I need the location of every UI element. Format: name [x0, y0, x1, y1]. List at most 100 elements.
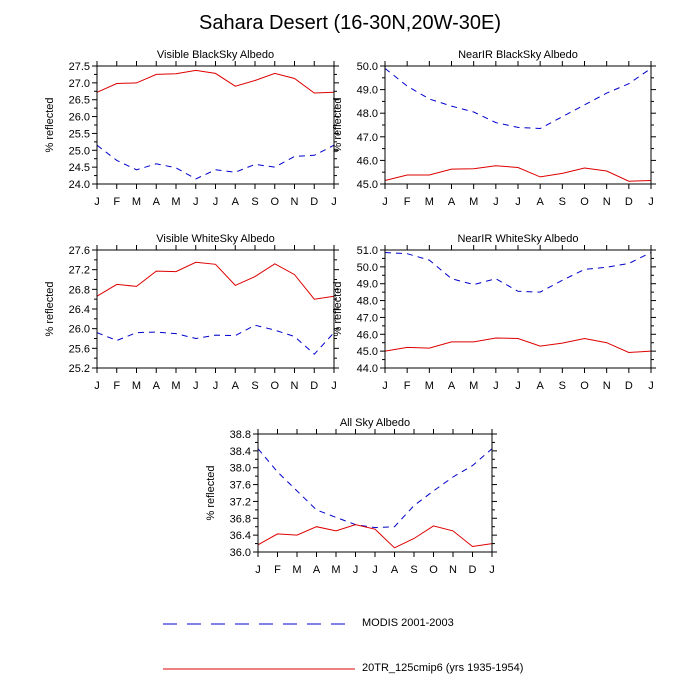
x-tick-label: J: [493, 196, 499, 208]
x-tick-label: M: [469, 380, 478, 392]
x-tick-label: F: [113, 196, 120, 208]
plot-frame: [96, 249, 335, 369]
x-tick-label: J: [382, 380, 388, 392]
x-tick-label: N: [603, 196, 611, 208]
series-line-modis: [257, 448, 493, 529]
x-tick-label: J: [193, 196, 199, 208]
x-tick-label: J: [515, 380, 521, 392]
y-axis-label: % reflected: [205, 465, 217, 520]
y-tick-label: 27.6: [69, 245, 90, 257]
y-tick-label: 24.5: [69, 162, 90, 174]
y-tick-label: 49.0: [357, 85, 378, 97]
x-tick-label: J: [331, 380, 337, 392]
x-tick-label: N: [291, 380, 299, 392]
x-tick-label: J: [213, 196, 219, 208]
y-tick-label: 48.0: [357, 296, 378, 308]
x-tick-label: J: [331, 196, 337, 208]
y-tick-label: 44.0: [357, 363, 378, 375]
y-tick-label: 50.0: [357, 61, 378, 73]
x-tick-label: A: [232, 196, 240, 208]
y-tick-label: 36.0: [230, 547, 251, 559]
y-tick-label: 25.6: [69, 343, 90, 355]
x-tick-label: M: [331, 564, 340, 576]
y-tick-label: 37.6: [230, 480, 251, 492]
x-tick-label: J: [255, 564, 261, 576]
y-tick-label: 47.0: [357, 132, 378, 144]
x-tick-label: J: [515, 196, 521, 208]
y-tick-label: 49.0: [357, 279, 378, 291]
x-tick-label: A: [536, 380, 544, 392]
y-tick-label: 50.0: [357, 262, 378, 274]
y-tick-label: 26.0: [69, 112, 90, 124]
x-tick-label: D: [625, 380, 633, 392]
x-tick-label: O: [270, 380, 279, 392]
x-tick-label: S: [251, 380, 258, 392]
panel-title: NearIR BlackSky Albedo: [458, 49, 578, 61]
x-tick-label: F: [113, 380, 120, 392]
x-tick-label: D: [625, 196, 633, 208]
y-tick-label: 27.5: [69, 61, 90, 73]
x-tick-label: O: [270, 196, 279, 208]
panel-title: Visible BlackSky Albedo: [157, 49, 274, 61]
y-tick-label: 26.4: [69, 304, 90, 316]
y-tick-label: 46.0: [357, 155, 378, 167]
y-tick-label: 51.0: [357, 245, 378, 257]
y-tick-label: 25.0: [69, 145, 90, 157]
x-tick-label: M: [171, 380, 180, 392]
series-line-modis: [384, 252, 652, 293]
panel-title: NearIR WhiteSky Albedo: [457, 233, 578, 245]
panel-title: All Sky Albedo: [340, 417, 410, 429]
x-tick-label: S: [251, 196, 258, 208]
x-tick-label: N: [449, 564, 457, 576]
x-tick-label: M: [171, 196, 180, 208]
y-tick-label: 26.0: [69, 324, 90, 336]
y-tick-label: 24.0: [69, 179, 90, 191]
x-tick-label: M: [469, 196, 478, 208]
y-tick-label: 37.2: [230, 496, 251, 508]
x-tick-label: A: [153, 380, 161, 392]
x-tick-label: D: [310, 380, 318, 392]
y-tick-label: 38.8: [230, 429, 251, 441]
series-line-model: [384, 337, 652, 354]
x-tick-label: A: [448, 196, 456, 208]
figure-title: Sahara Desert (16-30N,20W-30E): [199, 12, 501, 34]
series-line-modis: [96, 144, 335, 180]
series-line-model: [96, 69, 335, 94]
y-axis-label: % reflected: [44, 281, 56, 336]
legend-samples: [163, 623, 355, 670]
y-tick-label: 46.0: [357, 329, 378, 341]
x-tick-label: D: [469, 564, 477, 576]
y-tick-label: 26.5: [69, 95, 90, 107]
x-tick-label: F: [274, 564, 281, 576]
x-tick-label: O: [580, 196, 589, 208]
y-tick-label: 36.4: [230, 530, 251, 542]
x-tick-label: J: [94, 196, 100, 208]
x-tick-label: A: [153, 196, 161, 208]
y-tick-label: 27.2: [69, 265, 90, 277]
x-tick-label: J: [493, 380, 499, 392]
x-tick-label: A: [391, 564, 399, 576]
x-tick-label: J: [213, 380, 219, 392]
series-line-model: [257, 524, 493, 549]
x-tick-label: J: [372, 564, 378, 576]
x-tick-label: M: [132, 380, 141, 392]
plot-frame: [96, 65, 335, 185]
x-tick-label: O: [580, 380, 589, 392]
x-tick-label: N: [291, 196, 299, 208]
x-tick-label: J: [193, 380, 199, 392]
y-tick-label: 48.0: [357, 108, 378, 120]
x-tick-label: J: [382, 196, 388, 208]
y-tick-label: 45.0: [357, 346, 378, 358]
x-tick-label: S: [559, 196, 566, 208]
x-tick-label: F: [404, 380, 411, 392]
y-tick-label: 38.4: [230, 446, 251, 458]
chart-panel-2: NearIR BlackSky Albedo % reflected 45.0 46.…: [332, 49, 656, 208]
x-tick-label: J: [648, 196, 654, 208]
y-tick-label: 36.8: [230, 513, 251, 525]
y-axis-label: % reflected: [332, 97, 344, 152]
panel-title: Visible WhiteSky Albedo: [156, 233, 274, 245]
x-tick-label: F: [404, 196, 411, 208]
series-line-model: [96, 261, 335, 300]
x-tick-label: S: [559, 380, 566, 392]
